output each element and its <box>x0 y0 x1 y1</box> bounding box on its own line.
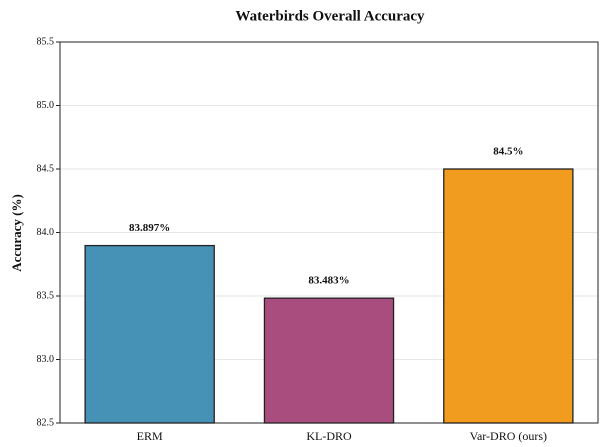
x-tick-label: Var-DRO (ours) <box>470 429 547 443</box>
y-tick-label: 84.5 <box>37 163 55 174</box>
chart-title: Waterbirds Overall Accuracy <box>235 8 425 24</box>
plot-frame <box>59 41 599 424</box>
bar <box>443 168 574 424</box>
x-tick-label: ERM <box>137 429 163 443</box>
y-tick-label: 83.5 <box>37 290 55 301</box>
y-tick-label: 84.0 <box>37 227 55 238</box>
y-axis-label: Accuracy (%) <box>9 194 24 272</box>
y-tick-label: 82.5 <box>37 417 55 428</box>
y-tick-label: 85.0 <box>37 100 55 111</box>
value-label: 83.897% <box>129 222 170 234</box>
bar <box>84 244 215 424</box>
x-tick-label: KL-DRO <box>306 429 352 443</box>
y-tick-label: 83.0 <box>37 354 55 365</box>
value-label: 84.5% <box>493 146 523 158</box>
bar <box>263 297 395 424</box>
value-label: 83.483% <box>308 275 349 287</box>
y-tick-label: 85.5 <box>37 36 55 47</box>
